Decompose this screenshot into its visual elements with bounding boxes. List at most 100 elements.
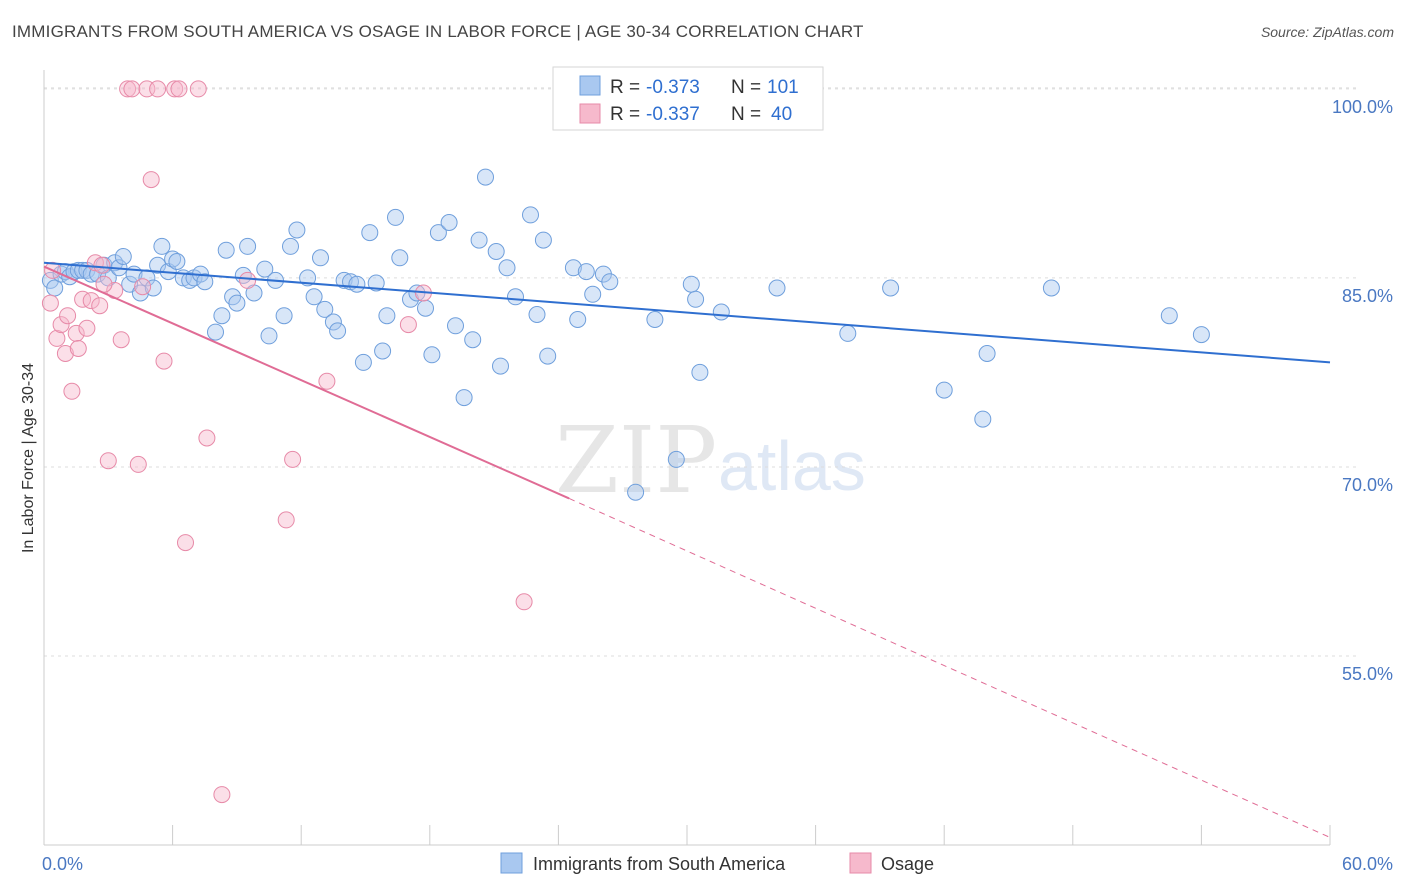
watermark-atlas: atlas	[718, 427, 866, 505]
point-south-america-92	[712, 303, 730, 321]
point-south-america-39	[256, 260, 274, 278]
trend-line-osage-extrapolated	[568, 497, 1331, 838]
point-osage-26	[213, 786, 231, 804]
x-axis-ticks	[43, 825, 1331, 845]
point-south-america-49	[324, 313, 342, 331]
point-south-america-85	[601, 273, 619, 291]
point-south-america-96	[935, 381, 953, 399]
point-south-america-64	[423, 346, 441, 364]
point-south-america-76	[522, 206, 539, 224]
legend-swatch-osage	[579, 103, 601, 124]
point-south-america-65	[429, 224, 447, 242]
point-south-america-77	[528, 306, 546, 323]
point-south-america-33	[217, 241, 235, 259]
point-south-america-72	[487, 243, 505, 260]
point-south-america-79	[539, 347, 557, 365]
point-south-america-74	[498, 259, 516, 277]
point-south-america-56	[367, 274, 385, 292]
point-south-america-15	[114, 248, 132, 265]
point-osage-15	[123, 80, 141, 98]
point-osage-13	[112, 331, 130, 349]
point-osage-31	[399, 316, 417, 334]
point-south-america-47	[312, 249, 329, 267]
point-south-america-97	[974, 410, 992, 428]
data-points	[41, 80, 1210, 804]
point-south-america-63	[417, 299, 434, 317]
series-legend-label-osage: Osage	[881, 854, 934, 874]
point-osage-23	[177, 534, 194, 552]
point-osage-18	[142, 171, 160, 189]
series-legend-swatch-osage	[849, 852, 872, 874]
point-south-america-22	[153, 237, 171, 255]
point-osage-19	[149, 80, 167, 98]
point-south-america-57	[374, 342, 392, 360]
point-osage-21	[166, 80, 184, 98]
point-osage-5	[67, 324, 85, 342]
point-south-america-89	[682, 275, 700, 293]
point-south-america-18	[131, 284, 149, 302]
point-south-america-60	[391, 249, 409, 267]
point-south-america-100	[1160, 307, 1178, 325]
point-south-america-30	[196, 273, 214, 291]
series-legend-swatch-south-america	[500, 852, 523, 874]
point-south-america-42	[275, 307, 293, 325]
point-south-america-32	[213, 307, 231, 325]
point-south-america-101	[1192, 326, 1210, 344]
point-osage-0	[41, 294, 59, 312]
legend-n-value-2: 40	[771, 104, 792, 125]
legend-swatch-south-america	[579, 75, 601, 96]
point-south-america-71	[477, 168, 494, 186]
point-osage-11	[99, 452, 117, 470]
point-osage-33	[515, 593, 533, 611]
point-south-america-90	[687, 290, 705, 308]
trend-line-south-america	[43, 261, 1331, 364]
point-south-america-86	[627, 483, 645, 501]
point-south-america-73	[492, 357, 509, 375]
point-osage-2	[52, 316, 70, 334]
legend-r-value-2: -0.337	[646, 104, 700, 125]
point-south-america-99	[1042, 279, 1060, 297]
point-osage-22	[170, 80, 188, 98]
point-south-america-69	[464, 331, 482, 349]
point-south-america-78	[534, 231, 552, 249]
point-south-america-59	[387, 208, 404, 226]
point-osage-10	[91, 297, 109, 315]
point-south-america-67	[447, 317, 464, 335]
point-south-america-83	[584, 285, 602, 303]
point-osage-25	[198, 429, 216, 447]
point-south-america-70	[470, 231, 488, 249]
point-south-america-40	[260, 327, 278, 345]
point-south-america-94	[839, 324, 857, 342]
trend-line-osage	[43, 265, 570, 500]
series-legend-label-south-america: Immigrants from South America	[533, 854, 786, 874]
point-south-america-35	[228, 294, 246, 312]
point-south-america-51	[335, 271, 353, 289]
point-osage-1	[48, 329, 66, 347]
point-south-america-66	[440, 214, 458, 231]
point-south-america-48	[316, 300, 334, 318]
point-osage-29	[284, 450, 302, 468]
y-tick-label-2: 70.0%	[1342, 475, 1393, 495]
point-osage-16	[129, 455, 147, 473]
point-south-america-93	[768, 279, 786, 297]
x-tick-label-min: 0.0%	[42, 854, 83, 874]
legend-r-value-1: -0.373	[646, 77, 700, 98]
point-south-america-88	[667, 450, 685, 468]
legend-n-label-1: N =	[731, 77, 761, 98]
point-osage-39	[69, 340, 87, 357]
point-osage-20	[155, 352, 173, 370]
point-osage-30	[318, 372, 336, 390]
point-osage-38	[134, 278, 152, 296]
point-south-america-55	[361, 224, 379, 242]
point-osage-3	[56, 345, 74, 362]
point-south-america-54	[354, 353, 372, 371]
legend-r-label-2: R =	[610, 104, 640, 125]
point-osage-35	[59, 307, 77, 325]
point-osage-8	[82, 292, 100, 310]
point-south-america-82	[577, 263, 595, 281]
point-osage-6	[74, 290, 92, 308]
watermark-zip: ZIP	[555, 407, 717, 514]
trend-lines	[43, 261, 1331, 838]
point-south-america-75	[507, 288, 524, 306]
